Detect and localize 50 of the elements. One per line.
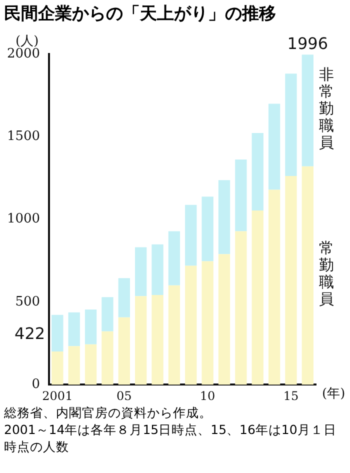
text: 総務省、内閣官房の資料から作成。	[4, 404, 213, 421]
bar	[168, 285, 180, 385]
bar	[102, 297, 114, 332]
bar	[185, 266, 197, 385]
bar	[285, 176, 297, 385]
total-label: 1996	[287, 34, 328, 53]
series-label: 非常勤職員	[319, 65, 334, 152]
bar	[152, 244, 164, 296]
x-tick-label: 05	[116, 388, 132, 403]
bar	[235, 231, 247, 385]
x-tick-label: 10	[200, 388, 216, 403]
bar	[152, 295, 164, 385]
x-tick-label: 15	[283, 388, 299, 403]
x-axis-title: (年)	[322, 386, 346, 402]
bar	[202, 261, 214, 385]
bar	[268, 104, 280, 190]
bar	[218, 180, 230, 254]
series-label: 常勤職員	[319, 238, 334, 308]
bar	[202, 196, 214, 262]
y-tick-label: 1000	[6, 212, 40, 227]
bar	[52, 314, 64, 352]
total-label: 422	[14, 324, 46, 343]
bar	[252, 133, 264, 211]
chart-title: 民間企業からの「天上がり」の推移	[3, 3, 277, 24]
bar	[285, 74, 297, 176]
bar	[185, 204, 197, 266]
y-tick-label: 1500	[6, 129, 40, 144]
y-tick-label: 0	[32, 376, 40, 392]
text: 2001～14年は各年８月15日時点、15、16年は10月１日時点の人数	[4, 421, 338, 455]
bar	[84, 310, 97, 344]
bar	[102, 331, 114, 385]
bar	[168, 231, 180, 286]
bar	[84, 344, 97, 385]
bar	[252, 210, 264, 385]
bar	[135, 296, 147, 385]
bar	[68, 346, 80, 385]
y-axis-title: (人)	[16, 34, 39, 49]
bar	[52, 352, 64, 385]
y-tick-label: 2000	[6, 46, 40, 62]
x-tick-label: 2001	[42, 388, 73, 403]
bar	[118, 317, 130, 385]
bar	[302, 54, 314, 166]
bar	[302, 166, 314, 385]
bar	[68, 312, 80, 346]
bar	[218, 254, 230, 385]
bar	[135, 247, 147, 296]
bar	[268, 190, 280, 385]
y-tick-label: 500	[15, 294, 40, 310]
bar	[118, 278, 130, 318]
bar	[235, 159, 247, 232]
